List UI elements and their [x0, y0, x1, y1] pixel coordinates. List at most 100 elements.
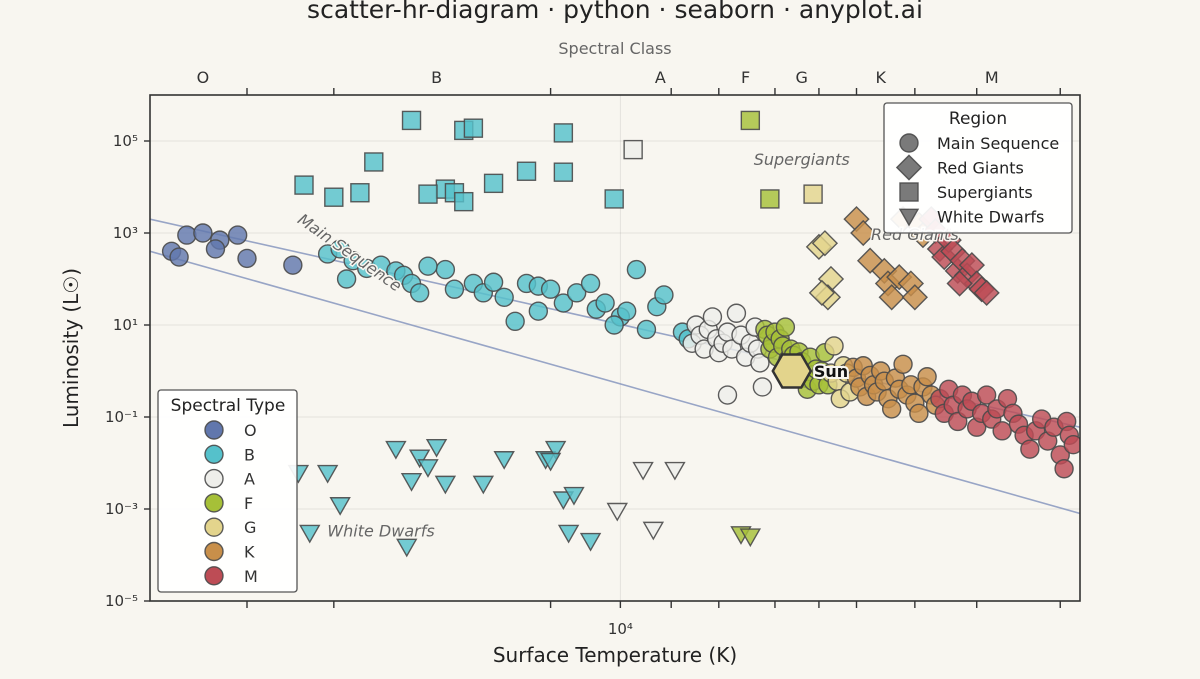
- square-point: [553, 123, 574, 143]
- circle-point: [702, 307, 723, 327]
- spectral-class-label: F: [741, 68, 750, 87]
- plot-frame: [149, 94, 1081, 602]
- region-legend-marker-triangle-down: [898, 208, 920, 227]
- spectral-legend-label: G: [244, 518, 256, 537]
- diamond-point: [946, 270, 973, 297]
- circle-point: [483, 272, 504, 292]
- triangle-down-point: [400, 473, 423, 492]
- region-legend-label: White Dwarfs: [937, 208, 1044, 227]
- triangle-down-point: [417, 459, 439, 478]
- spectral-legend-marker: [204, 517, 224, 537]
- diamond-point: [901, 284, 928, 311]
- spectral-class-label: K: [875, 68, 886, 87]
- diamond-point: [850, 219, 877, 247]
- circle-point: [540, 279, 561, 299]
- spectral-legend-marker: [204, 420, 224, 440]
- square-point: [364, 152, 384, 172]
- annotation-white-dwarfs: White Dwarfs: [327, 522, 434, 541]
- spectral-legend-label: F: [244, 494, 253, 513]
- circle-point: [177, 225, 197, 245]
- legends: Region Main Sequence Red Giants Supergiants…: [157, 102, 1073, 593]
- triangle-down-point: [316, 464, 339, 484]
- square-point: [623, 139, 643, 160]
- spectral-legend-marker: [204, 444, 224, 464]
- circle-point: [976, 385, 997, 405]
- triangle-down-point: [739, 528, 762, 548]
- chart-title: scatter-hr-diagram · python · seaborn · …: [307, 0, 923, 24]
- circle-point: [330, 239, 350, 259]
- sun-marker: [771, 353, 813, 389]
- square-point: [463, 118, 484, 138]
- spectral-legend-marker: [204, 493, 224, 513]
- x-axis-label: Surface Temperature (K): [493, 643, 737, 667]
- triangle-down-point: [664, 461, 686, 481]
- circle-point: [336, 269, 357, 289]
- circle-point: [580, 273, 601, 294]
- spectral-class-label: B: [431, 68, 442, 87]
- triangle-down-point: [396, 538, 418, 558]
- circle-point: [418, 256, 438, 276]
- triangle-down-point: [299, 524, 321, 544]
- circle-point: [917, 367, 937, 387]
- spectral-legend-label: A: [244, 470, 255, 489]
- triangle-down-point: [472, 475, 495, 495]
- region-legend-label: Supergiants: [937, 183, 1033, 202]
- circle-point: [717, 385, 738, 405]
- circle-point: [824, 336, 844, 356]
- y-axis-label: Luminosity (L☉): [59, 268, 83, 428]
- y-tick-label: 10³: [113, 224, 138, 242]
- spectral-legend-label: K: [244, 543, 255, 562]
- triangle-down-point: [385, 440, 407, 460]
- diamond-point: [811, 230, 839, 257]
- region-legend-marker-circle: [899, 133, 919, 153]
- circle-point: [654, 285, 674, 305]
- spectral-class-label: O: [197, 68, 210, 87]
- top-axis-label: Spectral Class: [558, 39, 671, 58]
- circle-point: [237, 248, 257, 269]
- circle-point: [616, 301, 637, 321]
- spectral-legend-marker: [204, 566, 224, 586]
- triangle-down-point: [557, 524, 580, 544]
- y-tick-label: 10⁵: [113, 132, 138, 150]
- circle-point: [1054, 459, 1074, 479]
- region-legend: Region Main Sequence Red Giants Supergiants…: [883, 102, 1073, 234]
- y-tick-label: 10¹: [113, 316, 138, 334]
- square-point: [401, 110, 422, 131]
- spectral-legend-marker: [204, 541, 224, 562]
- triangle-down-point: [425, 438, 448, 458]
- spectral-legend-marker: [204, 468, 224, 489]
- circle-point: [494, 287, 514, 308]
- square-point: [553, 162, 574, 182]
- triangle-down-point: [329, 497, 351, 516]
- circle-point: [750, 353, 770, 373]
- circle-point: [409, 283, 430, 303]
- triangle-down-point: [544, 440, 567, 460]
- circle-point: [193, 223, 213, 243]
- circle-point: [1063, 434, 1080, 455]
- circle-point: [893, 354, 913, 374]
- circle-point: [881, 399, 902, 419]
- diamond-point: [878, 284, 905, 311]
- square-point: [740, 110, 761, 131]
- triangle-down-point: [408, 449, 431, 469]
- circle-point: [553, 293, 574, 313]
- triangle-down-point: [642, 521, 665, 541]
- circle-point: [1020, 439, 1040, 459]
- circle-point: [227, 225, 248, 245]
- triangle-down-point: [579, 532, 602, 552]
- square-point: [350, 183, 370, 203]
- circle-point: [726, 303, 747, 323]
- diamond-point: [973, 279, 1000, 306]
- x-tick-label: 10⁴: [608, 620, 633, 638]
- y-tick-label: 10⁻³: [105, 500, 138, 518]
- region-legend-label: Red Giants: [937, 159, 1024, 178]
- circle-point: [528, 301, 549, 321]
- circle-point: [444, 279, 465, 299]
- circle-point: [626, 259, 647, 280]
- square-point: [324, 187, 344, 207]
- square-point: [516, 161, 537, 181]
- triangle-down-point: [539, 452, 562, 472]
